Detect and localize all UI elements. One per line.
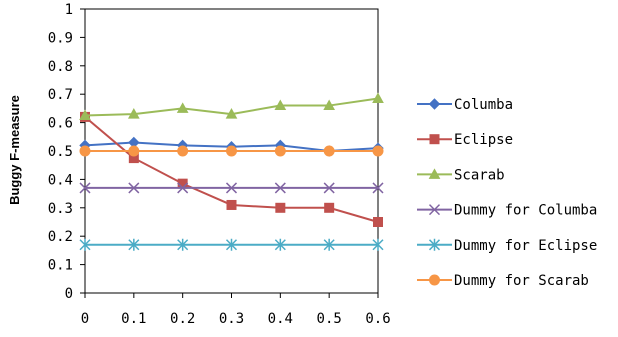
data-point-dummy-for-eclipse <box>323 238 335 251</box>
data-point-dummy-for-eclipse <box>177 238 189 251</box>
y-axis-label: Buggy F-measure <box>7 95 22 205</box>
data-point-dummy-for-scarab <box>177 145 189 157</box>
data-point-eclipse <box>226 199 237 210</box>
data-point-scarab <box>79 109 91 120</box>
y-tick-label: 0.8 <box>48 59 73 75</box>
data-point-dummy-for-columba <box>225 182 238 194</box>
data-point-eclipse <box>373 217 383 227</box>
x-tick-label: 0.1 <box>121 311 146 327</box>
data-point-scarab <box>323 99 336 111</box>
data-point-dummy-for-eclipse <box>225 238 238 251</box>
data-point-dummy-for-columba <box>128 182 140 194</box>
y-tick-label: 0.1 <box>48 258 73 274</box>
x-tick-label: 0.4 <box>268 311 293 327</box>
data-point-eclipse <box>177 178 188 189</box>
legend-label-eclipse: Eclipse <box>454 132 513 148</box>
legend-label-scarab: Scarab <box>454 167 505 183</box>
plot-area: 0 0.1 0.2 0.3 0.4 0.5 0.6 0.7 0.8 0.9 1 0 0.1 0.2 0.3 0… <box>48 2 391 327</box>
data-point-dummy-for-scarab <box>128 145 140 157</box>
data-point-scarab <box>127 108 140 119</box>
y-tick-label: 0.6 <box>48 116 73 132</box>
y-tick-label: 0.4 <box>48 172 73 188</box>
data-point-dummy-for-scarab <box>274 145 286 157</box>
legend-marker-columba <box>428 98 441 110</box>
x-tick-label: 0.3 <box>219 311 244 327</box>
data-point-dummy-for-columba <box>323 182 335 194</box>
legend-marker-scarab <box>428 168 441 179</box>
legend-label-dummy-for-scarab: Dummy for Scarab <box>454 273 589 289</box>
data-point-scarab <box>372 92 384 103</box>
data-point-dummy-for-columba <box>177 182 189 194</box>
x-tick-label: 0.6 <box>365 311 390 327</box>
data-point-dummy-for-columba <box>274 182 286 194</box>
y-tick-label: 0.7 <box>48 87 73 103</box>
x-tick-label: 0.2 <box>170 311 195 327</box>
data-point-dummy-for-eclipse <box>372 238 384 251</box>
data-point-scarab <box>274 99 287 111</box>
legend-marker-eclipse <box>429 134 440 145</box>
data-point-dummy-for-columba <box>79 182 91 194</box>
data-point-dummy-for-eclipse <box>128 238 140 251</box>
data-point-dummy-for-scarab <box>372 145 384 157</box>
data-point-dummy-for-eclipse <box>79 238 91 251</box>
legend-label-dummy-for-columba: Dummy for Columba <box>454 203 597 219</box>
y-tick-label: 0.5 <box>48 144 73 160</box>
legend-marker-dummy-for-columba <box>428 204 441 216</box>
legend-label-columba: Columba <box>454 97 513 113</box>
data-point-eclipse <box>275 202 286 213</box>
x-tick-label: 0 <box>81 311 89 327</box>
y-tick-label: 1 <box>65 2 73 18</box>
legend-marker-dummy-for-eclipse <box>428 238 441 251</box>
data-point-dummy-for-columba <box>372 182 384 194</box>
data-point-dummy-for-scarab <box>226 145 237 157</box>
data-point-dummy-for-scarab <box>323 145 335 157</box>
legend-marker-dummy-for-scarab <box>429 274 440 286</box>
y-tick-label: 0.9 <box>48 30 73 46</box>
y-tick-label: 0.3 <box>48 201 73 217</box>
x-tick-label: 0.5 <box>317 311 342 327</box>
legend: Columba Eclipse Scarab Dummy for Columba Dum… <box>417 97 597 289</box>
data-point-dummy-for-scarab <box>79 145 91 157</box>
data-point-dummy-for-eclipse <box>274 238 286 251</box>
legend-label-dummy-for-eclipse: Dummy for Eclipse <box>454 238 597 254</box>
y-tick-label: 0.2 <box>48 229 73 245</box>
data-point-scarab <box>225 108 238 119</box>
data-point-scarab <box>176 102 189 113</box>
data-point-eclipse <box>324 202 335 213</box>
y-tick-label: 0 <box>65 286 73 302</box>
